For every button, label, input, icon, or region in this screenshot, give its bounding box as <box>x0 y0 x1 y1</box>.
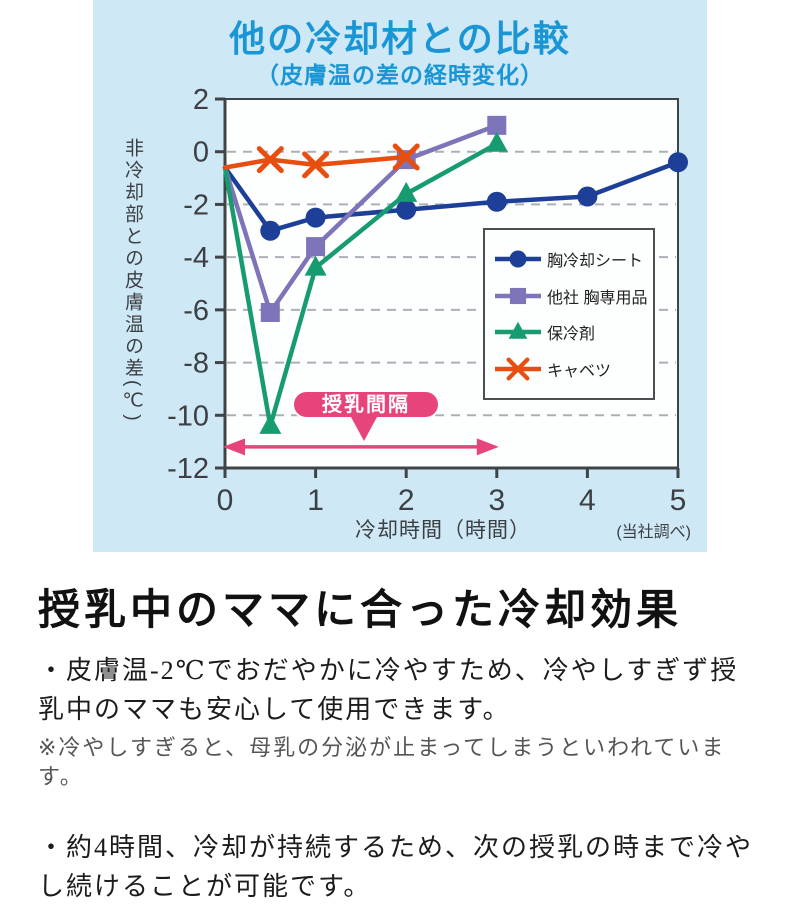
overcooling-caution-note: ※冷やしすぎると、母乳の分泌が止まってしまうといわれています。 <box>38 735 726 789</box>
nursing-interval-badge: 授乳間隔 <box>292 390 440 419</box>
svg-text:-4: -4 <box>183 242 209 274</box>
square-marker-icon <box>495 287 541 304</box>
legend-item-3: キャベツ <box>494 357 649 381</box>
legend-label: キャベツ <box>547 363 612 381</box>
legend-item-1: 他社 胸専用品 <box>494 284 649 308</box>
triangle-marker-icon <box>495 322 541 340</box>
svg-text:2: 2 <box>193 84 209 116</box>
circle-marker-icon <box>495 250 541 268</box>
y-axis-label: 非冷却部との皮膚温の差(℃) <box>122 138 143 424</box>
svg-text:4: 4 <box>579 484 596 517</box>
svg-text:1: 1 <box>307 484 324 517</box>
svg-text:0: 0 <box>193 137 209 169</box>
svg-text:5: 5 <box>670 484 687 517</box>
svg-text:0: 0 <box>217 484 234 517</box>
x-axis-label: 冷却時間（時間） <box>355 519 531 542</box>
source-note: (当社調べ) <box>616 524 691 541</box>
svg-text:-8: -8 <box>183 348 209 380</box>
chart-legend: 胸冷却シート 他社 胸専用品 保冷剤キャベツ <box>483 228 655 400</box>
svg-text:-10: -10 <box>167 400 209 432</box>
svg-text:-12: -12 <box>167 453 209 485</box>
legend-item-0: 胸冷却シート <box>494 247 649 271</box>
chart-title: 他の冷却材との比較 <box>229 18 571 59</box>
benefit-gentle-cooling: ・皮膚温-2℃でおだやかに冷やすため、冷やしすぎず授乳中のママも安心して使用でき… <box>38 656 739 725</box>
legend-label: 他社 胸専用品 <box>547 289 648 307</box>
badge-pointer-icon <box>351 417 377 441</box>
cooling-comparison-panel: 2 0 -2 -4 -6 -8 -10 -12 0 1 2 3 4 5 他の冷却材との比較 （皮膚温の差の… <box>93 0 707 552</box>
legend-label: 胸冷却シート <box>547 252 644 270</box>
section-heading: 授乳中のママに合った冷却効果 <box>38 588 683 634</box>
svg-text:-6: -6 <box>183 295 209 327</box>
svg-text:3: 3 <box>488 484 505 517</box>
svg-text:-2: -2 <box>183 189 209 221</box>
x-marker-icon <box>495 357 541 381</box>
chart-subtitle: （皮膚温の差の経時変化） <box>256 62 544 88</box>
legend-item-2: 保冷剤 <box>494 320 649 344</box>
legend-label: 保冷剤 <box>547 326 596 344</box>
benefit-duration: ・約4時間、冷却が持続するため、次の授乳の時まで冷やし続けることが可能です。 <box>38 832 754 901</box>
nursing-interval-label: 授乳間隔 <box>322 393 410 416</box>
svg-text:2: 2 <box>398 484 415 517</box>
